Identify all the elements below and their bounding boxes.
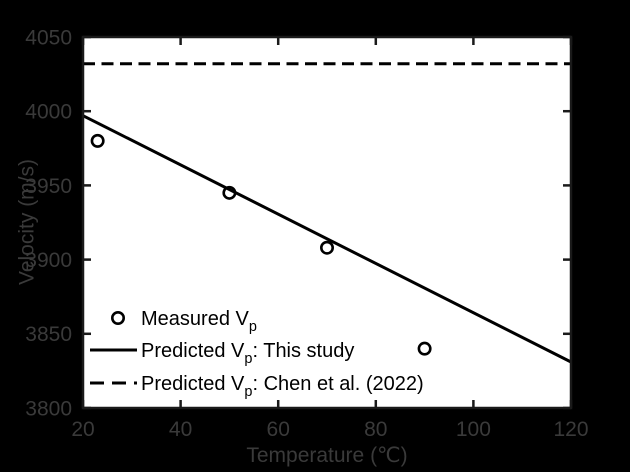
legend-item-predicted-chen-2022: Predicted Vp: Chen et al. (2022): [90, 373, 424, 400]
x-tick-label: 120: [553, 418, 588, 441]
y-tick-label: 3950: [25, 175, 72, 198]
legend-label-predicted-this-study: Predicted Vp: This study: [141, 340, 354, 367]
axes-box: [81, 35, 573, 410]
series-line-predicted-this-study: [82, 114, 572, 364]
series-points-measured-vp: [90, 133, 432, 356]
x-tick-label: 80: [364, 418, 387, 441]
y-tick-label: 3850: [25, 323, 72, 346]
x-tick-label: 100: [456, 418, 491, 441]
y-axis-title: Velocity (m/s): [15, 159, 38, 285]
series-group: [82, 62, 572, 364]
legend-marker-measured-vp: [111, 310, 126, 325]
x-axis-title: Temperature (℃): [246, 444, 407, 467]
y-tick-label: 3800: [25, 397, 72, 420]
legend: Measured Vp Predicted Vp: This study Predi…: [90, 308, 424, 400]
data-point: [319, 240, 334, 255]
legend-item-predicted-this-study: Predicted Vp: This study: [90, 340, 354, 367]
legend-label-predicted-chen-2022: Predicted Vp: Chen et al. (2022): [141, 373, 424, 400]
data-point: [90, 133, 105, 148]
legend-item-measured-vp: Measured Vp: [111, 308, 257, 335]
y-tick-label: 4050: [25, 26, 72, 49]
plot-area: [83, 37, 571, 408]
data-point: [417, 341, 432, 356]
x-tick-label: 40: [169, 418, 192, 441]
x-tick-label: 60: [267, 418, 290, 441]
legend-label-measured-vp: Measured Vp: [141, 308, 257, 335]
y-tick-label: 3900: [25, 249, 72, 272]
y-tick-label: 4000: [25, 101, 72, 124]
x-tick-label: 20: [71, 418, 94, 441]
